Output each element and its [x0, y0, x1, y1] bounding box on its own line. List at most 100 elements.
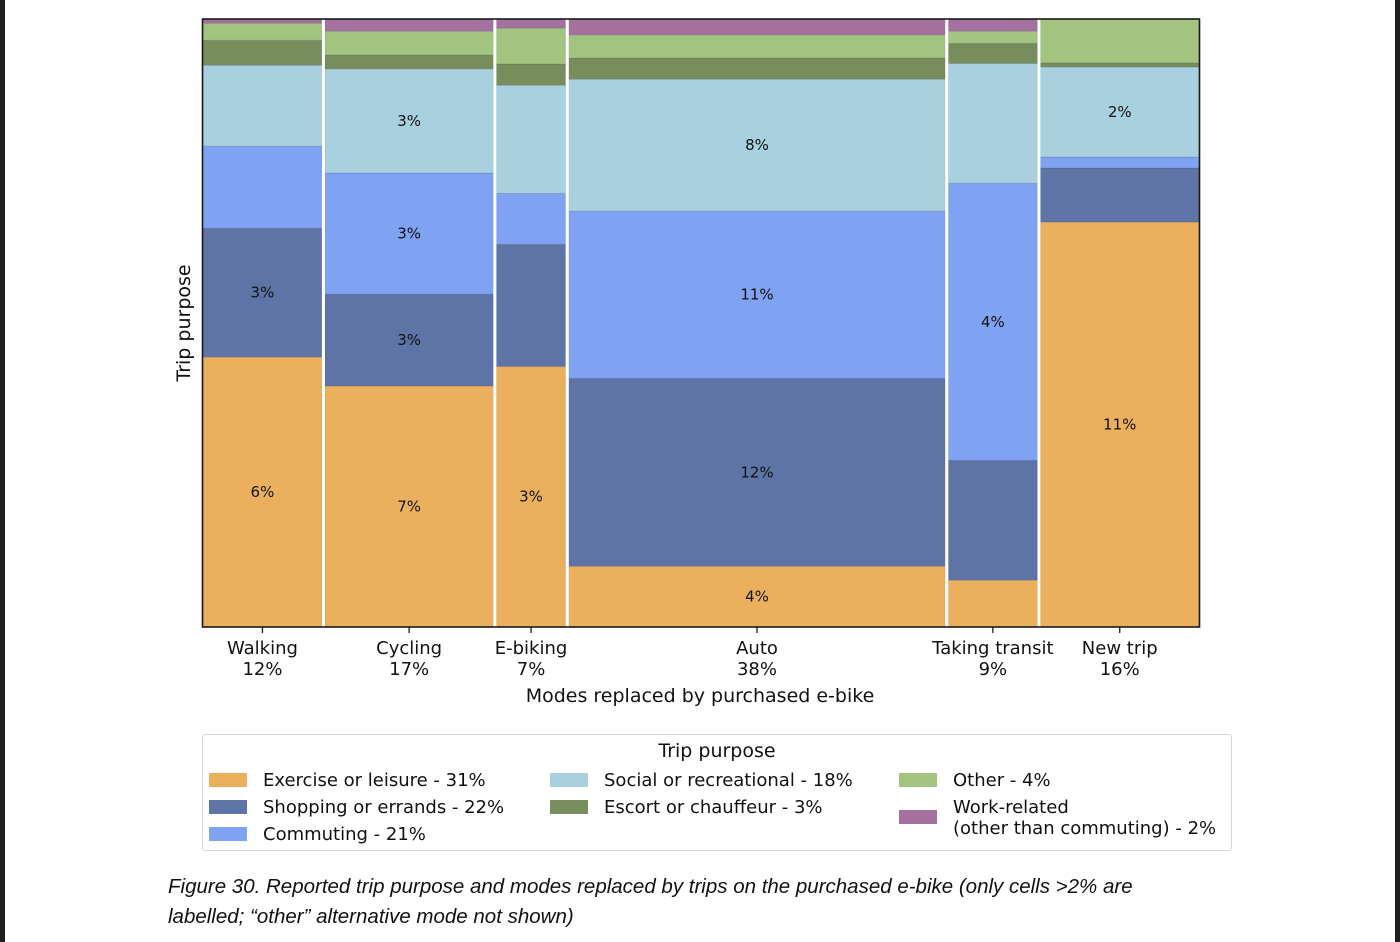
x-tick-share-new-trip: 16% — [1100, 659, 1140, 680]
x-tick-label-new-trip: New trip — [1082, 638, 1158, 659]
cell-new-trip-shopping-or-errands — [1040, 167, 1200, 223]
legend-label: Shopping or errands - 22% — [263, 797, 505, 818]
legend-item-escort: Escort or chauffeur - 3% — [550, 797, 823, 818]
x-axis-label: Modes replaced by purchased e-bike — [526, 685, 875, 707]
x-tick-share-walking: 12% — [242, 659, 282, 680]
cell-walking-exercise-or-leisure — [202, 356, 323, 628]
legend-item-other: Other - 4% — [899, 770, 1051, 791]
cell-label-cycling-shopping-or-errands: 3% — [397, 331, 421, 349]
x-tick-share-cycling: 17% — [389, 659, 429, 680]
cell-taking-transit-social-or-recreational — [947, 62, 1038, 184]
cell-cycling-social-or-recreational — [324, 68, 494, 174]
cell-label-auto-social-or-recreational: 8% — [745, 136, 769, 154]
page-border-right — [1395, 0, 1400, 942]
cell-auto-escort-or-chauffeur — [568, 57, 946, 80]
cell-taking-transit-shopping-or-errands — [947, 460, 1038, 581]
x-tick-share-taking-transit: 9% — [979, 659, 1008, 680]
x-tick-label-e-biking: E-biking — [495, 638, 568, 659]
cell-new-trip-social-or-recreational — [1040, 66, 1200, 158]
legend-label: Social or recreational - 18% — [604, 770, 853, 791]
x-tick-share-e-biking: 7% — [517, 659, 546, 680]
x-tick-label-taking-transit: Taking transit — [931, 638, 1053, 659]
cell-e-biking-exercise-or-leisure — [495, 366, 567, 628]
legend-label-line1: Work-related — [953, 797, 1069, 818]
legend-swatch-work-related — [899, 810, 937, 824]
legend-label: Escort or chauffeur - 3% — [604, 797, 823, 818]
legend-swatch-commuting — [209, 827, 247, 841]
x-tick-label-auto: Auto — [736, 638, 778, 659]
cell-label-cycling-commuting: 3% — [397, 225, 421, 243]
y-axis-label: Trip purpose — [173, 264, 195, 382]
cell-walking-shopping-or-errands — [202, 227, 323, 358]
page-border-left — [0, 0, 5, 942]
legend-swatch-shopping — [209, 800, 247, 814]
cell-taking-transit-exercise-or-leisure — [947, 579, 1038, 628]
cell-auto-social-or-recreational — [568, 78, 946, 212]
cell-cycling-work-related-other-than-commuting — [324, 18, 494, 32]
legend-label: Commuting - 21% — [263, 824, 426, 845]
legend-item-social: Social or recreational - 18% — [550, 770, 853, 791]
cell-label-auto-exercise-or-leisure: 4% — [745, 588, 769, 606]
cell-walking-social-or-recreational — [202, 64, 323, 147]
cell-label-new-trip-social-or-recreational: 2% — [1108, 103, 1132, 121]
figure-caption: Figure 30. Reported trip purpose and mod… — [168, 872, 1268, 932]
cell-auto-exercise-or-leisure — [568, 565, 946, 628]
legend-label: Other - 4% — [953, 770, 1051, 791]
cell-walking-escort-or-chauffeur — [202, 39, 323, 66]
cell-walking-commuting — [202, 145, 323, 229]
cell-e-biking-commuting — [495, 192, 567, 245]
cell-e-biking-escort-or-chauffeur — [495, 63, 567, 86]
column-gap — [945, 19, 949, 627]
legend-swatch-other — [899, 773, 937, 787]
cell-label-walking-shopping-or-errands: 3% — [251, 284, 275, 302]
cell-auto-other — [568, 34, 946, 59]
mosaic-chart: 6%3%7%3%3%3%3%4%12%11%8%4%11%2% Walking1… — [173, 18, 1201, 707]
cell-label-taking-transit-commuting: 4% — [981, 313, 1005, 331]
cell-walking-other — [202, 22, 323, 41]
legend-item-commuting: Commuting - 21% — [209, 824, 426, 845]
cell-new-trip-commuting — [1040, 156, 1200, 169]
legend-label: Exercise or leisure - 31% — [263, 770, 486, 791]
plot-frame — [201, 18, 1201, 628]
cell-e-biking-work-related-other-than-commuting — [495, 18, 567, 29]
cell-new-trip-escort-or-chauffeur — [1040, 62, 1200, 68]
cell-new-trip-exercise-or-leisure — [1040, 221, 1200, 628]
chart-cell-labels: 6% 3% 7% 3% 3% 3% 3% 4% 12% 11% 8% 4% 11% 2% — [251, 103, 1137, 606]
legend-swatch-exercise — [209, 773, 247, 787]
cell-taking-transit-commuting — [947, 182, 1038, 461]
cell-cycling-exercise-or-leisure — [324, 385, 494, 628]
column-gap — [1037, 19, 1041, 627]
column-gap — [321, 19, 325, 627]
cell-e-biking-social-or-recreational — [495, 84, 567, 194]
legend-title: Trip purpose — [658, 740, 776, 762]
chart-cells — [202, 18, 1200, 628]
legend-item-shopping: Shopping or errands - 22% — [209, 797, 504, 818]
cell-auto-work-related-other-than-commuting — [568, 18, 946, 36]
cell-auto-shopping-or-errands — [568, 377, 946, 567]
cell-label-auto-shopping-or-errands: 12% — [740, 463, 773, 481]
legend-label-line2: (other than commuting) - 2% — [953, 818, 1217, 839]
legend: Trip purpose Exercise or leisure - 31% S… — [202, 734, 1232, 851]
cell-label-cycling-social-or-recreational: 3% — [397, 112, 421, 130]
cell-label-cycling-exercise-or-leisure: 7% — [397, 497, 421, 515]
caption-line-2: labelled; “other” alternative mode not s… — [168, 905, 574, 928]
legend-item-exercise: Exercise or leisure - 31% — [209, 770, 486, 791]
cell-cycling-shopping-or-errands — [324, 293, 494, 387]
legend-swatch-social — [550, 773, 588, 787]
cell-taking-transit-escort-or-chauffeur — [947, 42, 1038, 64]
column-gap — [493, 19, 497, 627]
x-tick-label-cycling: Cycling — [376, 638, 442, 659]
legend-item-work-related: Work-related (other than commuting) - 2% — [899, 797, 1216, 839]
column-gap — [565, 19, 569, 627]
column-separators — [321, 19, 1041, 627]
cell-new-trip-other — [1040, 18, 1200, 64]
cell-e-biking-shopping-or-errands — [495, 243, 567, 367]
caption-line-1: Figure 30. Reported trip purpose and mod… — [168, 875, 1133, 898]
legend-label: Work-related (other than commuting) - 2% — [953, 797, 1216, 839]
cell-taking-transit-other — [947, 30, 1038, 44]
cell-cycling-escort-or-chauffeur — [324, 54, 494, 70]
cell-label-new-trip-exercise-or-leisure: 11% — [1103, 416, 1136, 434]
cell-label-e-biking-exercise-or-leisure: 3% — [519, 488, 543, 506]
cell-cycling-other — [324, 30, 494, 56]
